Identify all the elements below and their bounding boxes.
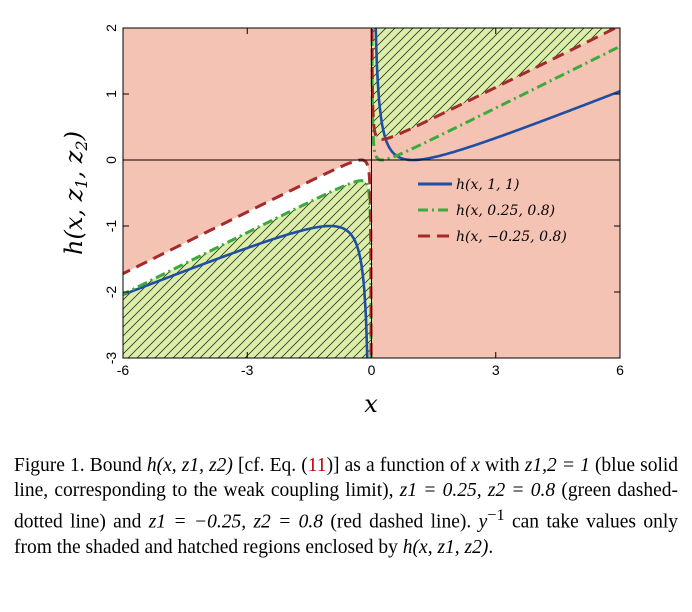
legend-label: h(x, −0.25, 0.8) — [456, 229, 567, 245]
series-line — [123, 224, 369, 358]
caption-cf: [cf. Eq. ( — [238, 455, 308, 476]
caption-green-desc: (green dashed-dotted line) and — [14, 480, 679, 533]
equation-ref-link[interactable]: 11 — [307, 455, 327, 476]
shaded-region — [123, 28, 372, 358]
y-tick-label: -3 — [103, 352, 119, 365]
caption-tail: can take values only from the shaded and… — [14, 511, 679, 558]
caption-bound: Bound — [89, 455, 142, 476]
x-tick-label: 0 — [368, 362, 376, 378]
y-axis-label: h(x, z1, z2) — [60, 131, 91, 255]
caption-yinv: y — [478, 511, 488, 533]
x-tick-label: 3 — [492, 362, 500, 378]
shaded-regions — [123, 28, 620, 358]
y-tick-label: -2 — [103, 286, 119, 299]
caption-red-desc: (red dashed line). — [330, 511, 472, 533]
legend: h(x, 1, 1) h(x, 0.25, 0.8) h(x, −0.25, 0.8… — [418, 177, 567, 245]
series-line — [123, 158, 373, 358]
caption-with: with — [484, 455, 520, 476]
caption-z12: z1,2 = 1 — [524, 455, 590, 476]
caption-h-expr: h(x, z1, z2) — [146, 455, 233, 476]
caption-z2b: z2 = 0.8 — [253, 511, 324, 533]
legend-label: h(x, 0.25, 0.8) — [456, 203, 555, 219]
y-tick-label: -1 — [103, 220, 119, 233]
figure-label: Figure 1. — [14, 455, 85, 476]
caption-h-expr2: h(x, z1, z2) — [402, 536, 489, 558]
x-tick-label: -6 — [117, 362, 130, 378]
x-axis-label: x — [364, 390, 378, 418]
y-tick-label: 1 — [103, 90, 119, 98]
shaded-region — [371, 28, 620, 358]
x-tick-label: 6 — [616, 362, 624, 378]
caption-end: . — [488, 536, 494, 558]
y-tick-label: 2 — [103, 24, 119, 32]
hatched-region — [123, 180, 372, 358]
caption-yinv-sup: −1 — [487, 506, 505, 524]
caption-cf-end: )] as a function of — [326, 455, 467, 476]
figure-caption: Figure 1. Bound h(x, z1, z2) [cf. Eq. (1… — [14, 453, 678, 560]
series-line — [370, 28, 619, 141]
y-tick-label: 0 — [103, 156, 119, 164]
caption-z1a: z1 = 0.25, z2 = 0.8 — [399, 480, 556, 501]
caption-x: x — [471, 455, 480, 476]
caption-blue-desc: (blue solid line, corresponding to the w… — [14, 455, 679, 501]
x-tick-label: -3 — [241, 362, 254, 378]
series-line — [370, 28, 620, 162]
legend-label: h(x, 1, 1) — [456, 177, 519, 193]
caption-z1b: z1 = −0.25, — [148, 511, 247, 533]
